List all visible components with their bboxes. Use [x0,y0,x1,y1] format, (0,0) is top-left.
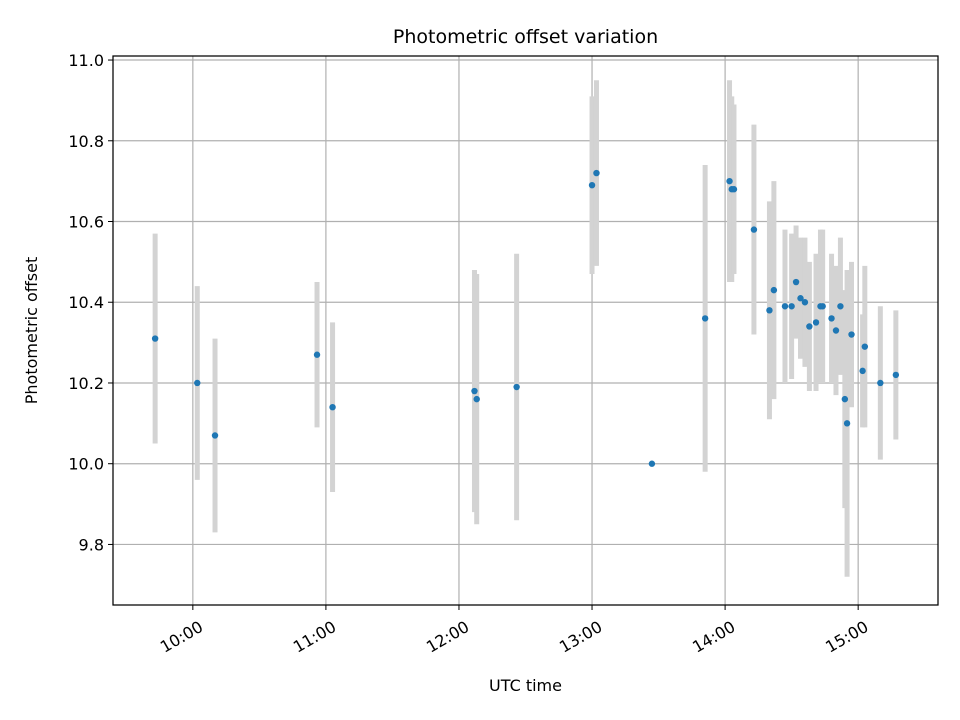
data-point [750,226,758,233]
data-point [859,367,866,375]
data-point [770,286,778,294]
data-point [788,303,795,310]
y-tick-label: 10.2 [68,374,104,393]
data-point [819,303,826,310]
y-axis-ticks: 9.8 10.0 10.2 10.4 10.6 10.8 11.0 [68,51,113,554]
x-tick-label: 11:00 [290,617,339,657]
y-tick-label: 11.0 [68,51,104,70]
data-point [892,371,900,379]
data-point [471,387,478,395]
x-tick-label: 12:00 [423,617,472,657]
x-tick-label: 15:00 [822,617,871,657]
y-axis-title: Photometric offset [22,257,41,405]
data-point [837,303,844,310]
y-tick-label: 10.4 [68,293,104,312]
plot-area-frame [112,55,939,606]
data-point [792,278,800,286]
data-point [211,432,219,439]
data-point [726,177,733,185]
y-tick-label: 10.0 [68,455,104,474]
data-point [701,315,709,322]
data-point [843,420,851,427]
x-axis-title: UTC time [489,676,562,695]
data-point [329,403,336,411]
data-point [313,351,321,358]
data-point [194,379,201,387]
data-point [766,307,773,314]
data-point [801,299,809,306]
data-point [781,303,789,310]
chart-title: Photometric offset variation [393,26,658,48]
data-point [812,319,820,326]
data-point [832,327,840,334]
data-point [848,331,855,338]
x-tick-label: 13:00 [556,617,605,657]
data-point [828,315,835,322]
data-point [151,335,159,342]
data-point [513,383,520,391]
y-tick-label: 9.8 [79,535,104,554]
data-point [648,460,656,467]
data-point [473,395,480,403]
error-bars [152,80,899,577]
x-tick-label: 14:00 [689,617,738,657]
data-point [730,186,738,193]
data-point [588,181,596,189]
data-point [797,295,804,302]
x-axis-ticks: 10:00 11:00 12:00 13:00 14:00 15:00 [157,605,872,657]
data-point [861,343,869,350]
data-point [593,169,600,177]
data-point [877,379,884,387]
y-tick-label: 10.8 [68,132,104,151]
data-point [841,395,849,403]
y-tick-label: 10.6 [68,213,104,232]
data-point [806,323,813,330]
data-points [151,169,900,467]
x-tick-label: 10:00 [157,617,206,657]
